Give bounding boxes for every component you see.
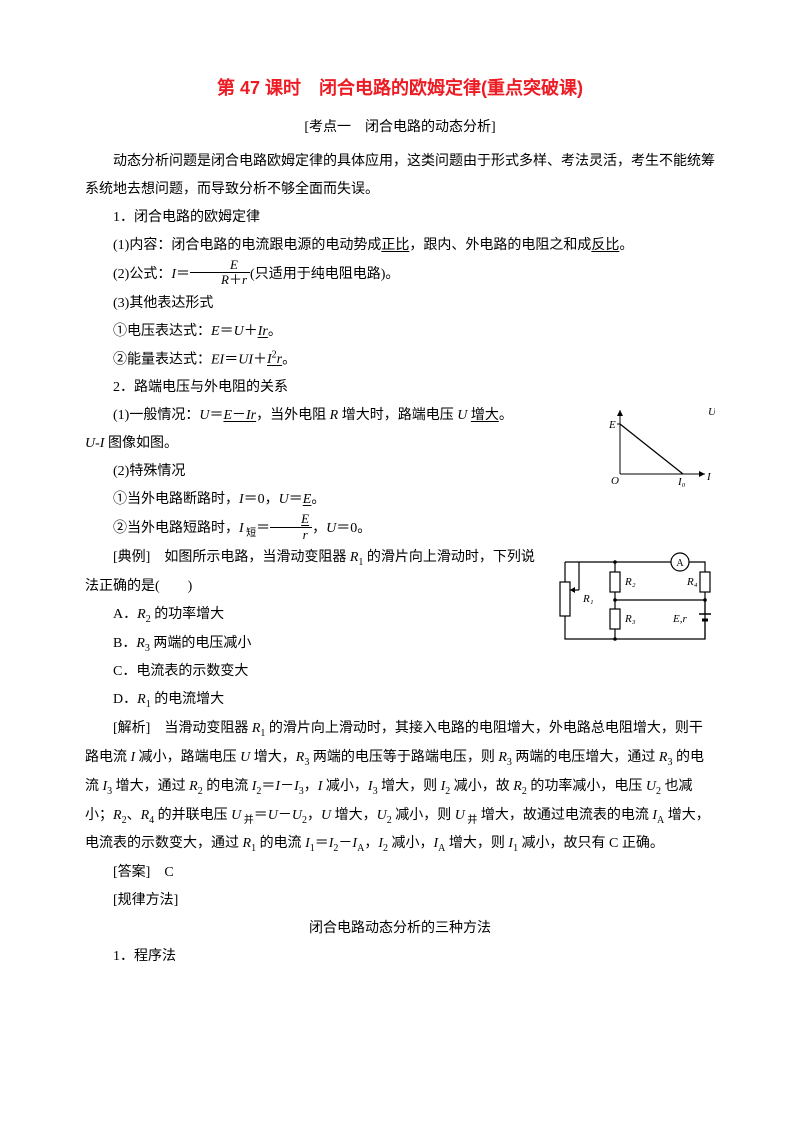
sec1-item3-2: ②能量表达式：EI＝UI＋I2r。 (85, 346, 715, 375)
method-1: 1．程序法 (85, 943, 715, 971)
method-label: [规律方法] (85, 887, 715, 915)
text: D． (113, 692, 137, 707)
sec2-item2-2: ②当外电路短路时，I 短＝Er，U＝0。 (85, 514, 715, 544)
text: 的功率增大 (151, 607, 225, 622)
svg-text:I: I (706, 471, 712, 483)
text: ， (312, 521, 326, 536)
fraction: ER＋r (190, 258, 250, 288)
ui-graph: U E O I₀ I (605, 402, 715, 487)
text: ，当外电阻 (256, 408, 330, 423)
text: 两端的电压减小 (150, 636, 252, 651)
text: 。 (619, 238, 633, 253)
option-d: D．R1 的电流增大 (85, 686, 715, 715)
text: [典例] 如图所示电路，当滑动变阻器 (113, 550, 350, 565)
text: 的电流增大 (151, 692, 225, 707)
svg-text:A: A (676, 558, 684, 569)
svg-text:R₄: R₄ (686, 576, 698, 588)
text: ②当外电路短路时， (113, 521, 239, 536)
section-2-heading: 2．路端电压与外电阻的关系 (85, 374, 715, 402)
text: 。 (311, 492, 325, 507)
underline-text: 增大 (471, 408, 499, 423)
sec1-item1: (1)内容：闭合电路的电流跟电源的电动势成正比，跟内、外电路的电阻之和成反比。 (85, 232, 715, 260)
text: (1)一般情况： (113, 408, 199, 423)
circuit-diagram: A R₁ R₂ R₃ R₄ E,r (555, 544, 715, 654)
text: 图像如图。 (104, 436, 178, 451)
text: [解析] 当滑动变阻器 (113, 721, 252, 736)
svg-text:E: E (608, 419, 616, 431)
underline-text: 正比 (381, 238, 409, 253)
text: 。 (282, 352, 296, 367)
answer: [答案] C (85, 859, 715, 887)
svg-text:R₂: R₂ (624, 576, 636, 588)
text: (只适用于纯电阻电路)。 (250, 267, 399, 282)
text: (2)公式： (113, 267, 171, 282)
text: A． (113, 607, 137, 622)
svg-text:I₀: I₀ (677, 476, 686, 487)
text: ②能量表达式： (113, 352, 211, 367)
lesson-title: 第 47 课时 闭合电路的欧姆定律(重点突破课) (85, 70, 715, 106)
page: 第 47 课时 闭合电路的欧姆定律(重点突破课) [考点一 闭合电路的动态分析]… (0, 0, 800, 1132)
text: ①电压表达式： (113, 324, 211, 339)
svg-text:R₃: R₃ (624, 613, 636, 625)
svg-text:U: U (708, 406, 715, 418)
svg-text:E,r: E,r (672, 613, 687, 625)
intro-paragraph: 动态分析问题是闭合电路欧姆定律的具体应用，这类问题由于形式多样、考法灵活，考生不… (85, 148, 715, 204)
text: 。 (268, 324, 282, 339)
analysis: [解析] 当滑动变阻器 R1 的滑片向上滑动时，其接入电路的电阻增大，外电路总电… (85, 715, 715, 859)
sec1-item2: (2)公式：I＝ER＋r(只适用于纯电阻电路)。 (85, 260, 715, 290)
svg-text:O: O (611, 475, 619, 487)
sec1-item3: (3)其他表达形式 (85, 290, 715, 318)
text: ，跟内、外电路的电阻之和成 (409, 238, 591, 253)
fraction: Er (270, 512, 312, 542)
text: B． (113, 636, 136, 651)
sec2-item2-1: ①当外电路断路时，I＝0，U＝E。 (85, 486, 715, 514)
section-1-heading: 1．闭合电路的欧姆定律 (85, 204, 715, 232)
text: ＝0， (244, 492, 279, 507)
text: 增大时，路端电压 (338, 408, 457, 423)
text: ①当外电路断路时， (113, 492, 239, 507)
topic-subtitle: [考点一 闭合电路的动态分析] (85, 114, 715, 142)
text: ＝0。 (336, 521, 371, 536)
analysis-body: 的滑片向上滑动时，其接入电路的电阻增大，外电路总电阻增大，则干路电流 I 减小，… (85, 721, 710, 851)
text: 。 (499, 408, 513, 423)
method-title: 闭合电路动态分析的三种方法 (85, 915, 715, 943)
text: (1)内容：闭合电路的电流跟电源的电动势成 (113, 238, 381, 253)
svg-text:R₁: R₁ (582, 593, 594, 605)
underline-text: 反比 (591, 238, 619, 253)
option-c: C．电流表的示数变大 (85, 658, 715, 686)
sec1-item3-1: ①电压表达式：E＝U＋Ir。 (85, 318, 715, 346)
